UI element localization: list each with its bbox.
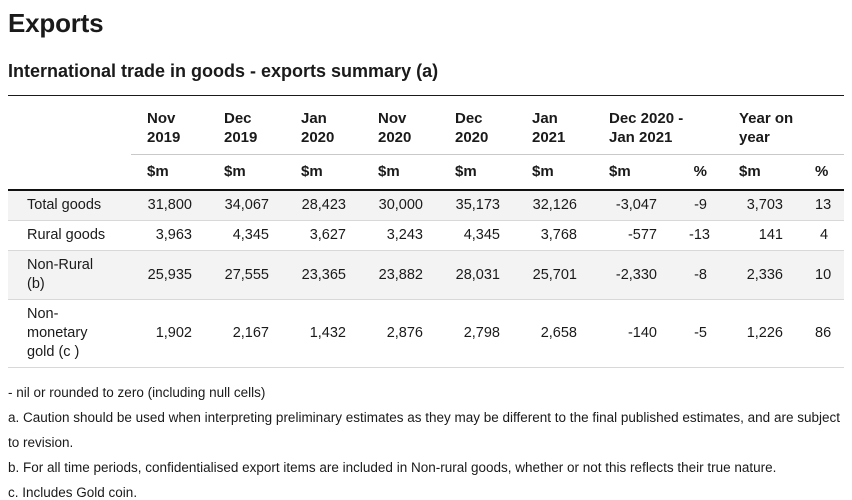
col-header-dec-2020: Dec 2020 — [439, 95, 516, 155]
cell: 4,345 — [208, 220, 285, 251]
cell: 34,067 — [208, 190, 285, 221]
col-header-jan-2021: Jan 2021 — [516, 95, 593, 155]
col-header-dec-2019: Dec 2019 — [208, 95, 285, 155]
cell: 3,627 — [285, 220, 362, 251]
cell: 27,555 — [208, 250, 285, 300]
unit-cell: $m — [593, 154, 673, 191]
row-non-rural: Non-Rural (b) 25,935 27,555 23,365 23,88… — [8, 250, 845, 300]
cell: 30,000 — [362, 190, 439, 221]
cell: 28,031 — [439, 250, 516, 300]
row-total-goods: Total goods 31,800 34,067 28,423 30,000 … — [8, 190, 845, 221]
col-header-nov-2019: Nov 2019 — [131, 95, 208, 155]
footnote-nil: - nil or rounded to zero (including null… — [8, 385, 266, 400]
col-header-year-on-year: Year on year — [723, 95, 845, 155]
cell: 2,167 — [208, 299, 285, 368]
cell: 3,243 — [362, 220, 439, 251]
unit-cell: $m — [285, 154, 362, 191]
footnotes: - nil or rounded to zero (including null… — [8, 380, 844, 500]
unit-cell: % — [673, 154, 723, 191]
col-header-jan-2020: Jan 2020 — [285, 95, 362, 155]
row-rural-goods: Rural goods 3,963 4,345 3,627 3,243 4,34… — [8, 220, 845, 251]
cell: 25,935 — [131, 250, 208, 300]
cell: -577 — [593, 220, 673, 251]
cell: 3,768 — [516, 220, 593, 251]
unit-cell: $m — [131, 154, 208, 191]
unit-header-row: $m $m $m $m $m $m $m % $m % — [8, 154, 845, 191]
col-header-dec2020-jan2021: Dec 2020 - Jan 2021 — [593, 95, 723, 155]
table-body: Total goods 31,800 34,067 28,423 30,000 … — [8, 190, 845, 368]
cell: 23,365 — [285, 250, 362, 300]
cell: 2,336 — [723, 250, 799, 300]
cell: 1,902 — [131, 299, 208, 368]
row-label: Non-Rural (b) — [8, 250, 131, 300]
period-header-row: Nov 2019 Dec 2019 Jan 2020 Nov 2020 Dec … — [8, 95, 845, 155]
footnote-b: b. For all time periods, confidentialise… — [8, 460, 777, 475]
cell: 1,226 — [723, 299, 799, 368]
cell: 4,345 — [439, 220, 516, 251]
cell: -8 — [673, 250, 723, 300]
cell: 23,882 — [362, 250, 439, 300]
cell: 1,432 — [285, 299, 362, 368]
cell: 25,701 — [516, 250, 593, 300]
col-header-nov-2020: Nov 2020 — [362, 95, 439, 155]
table-title: International trade in goods - exports s… — [8, 61, 439, 81]
unit-cell: % — [799, 154, 845, 191]
cell: 86 — [799, 299, 845, 368]
table-header: Nov 2019 Dec 2019 Jan 2020 Nov 2020 Dec … — [8, 95, 845, 191]
cell: -3,047 — [593, 190, 673, 221]
unit-cell: $m — [439, 154, 516, 191]
unit-cell: $m — [362, 154, 439, 191]
unit-corner-cell — [8, 154, 131, 191]
cell: -13 — [673, 220, 723, 251]
row-label: Total goods — [8, 190, 131, 221]
cell: 3,703 — [723, 190, 799, 221]
cell: 2,876 — [362, 299, 439, 368]
page-title: Exports — [8, 8, 104, 38]
cell: 3,963 — [131, 220, 208, 251]
footnote-c: c. Includes Gold coin. — [8, 485, 138, 500]
corner-cell — [8, 96, 131, 155]
exports-summary-table: Nov 2019 Dec 2019 Jan 2020 Nov 2020 Dec … — [8, 95, 845, 368]
unit-cell: $m — [723, 154, 799, 191]
cell: 2,798 — [439, 299, 516, 368]
unit-cell: $m — [516, 154, 593, 191]
cell: -9 — [673, 190, 723, 221]
cell: 10 — [799, 250, 845, 300]
row-non-monetary-gold: Non-monetary gold (c ) 1,902 2,167 1,432… — [8, 299, 845, 368]
cell: 31,800 — [131, 190, 208, 221]
row-label: Rural goods — [8, 220, 131, 251]
unit-cell: $m — [208, 154, 285, 191]
cell: 13 — [799, 190, 845, 221]
cell: -140 — [593, 299, 673, 368]
cell: 4 — [799, 220, 845, 251]
cell: 32,126 — [516, 190, 593, 221]
cell: 35,173 — [439, 190, 516, 221]
cell: 28,423 — [285, 190, 362, 221]
cell: 2,658 — [516, 299, 593, 368]
cell: -2,330 — [593, 250, 673, 300]
cell: 141 — [723, 220, 799, 251]
row-label: Non-monetary gold (c ) — [8, 299, 131, 368]
footnote-a: a. Caution should be used when interpret… — [8, 410, 840, 450]
cell: -5 — [673, 299, 723, 368]
